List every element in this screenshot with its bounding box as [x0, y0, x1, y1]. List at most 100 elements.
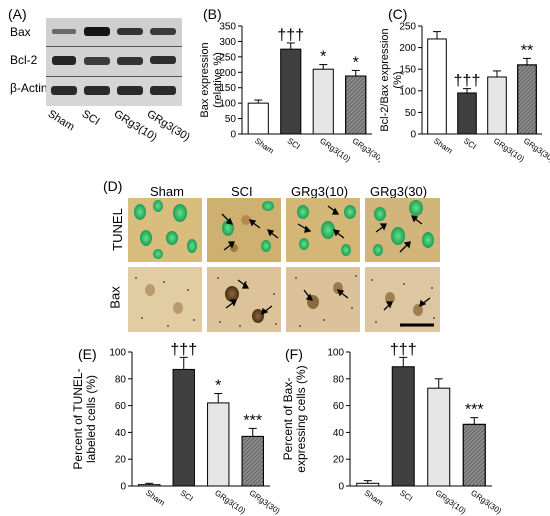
y-tick-label: 60 — [115, 401, 127, 412]
micro-row-label: Bax — [107, 286, 123, 309]
micro-col-label: GRg3(30) — [370, 184, 428, 199]
bar — [427, 387, 451, 487]
y-axis-label: expressing cells (%) — [294, 365, 308, 472]
panel-label-b: (B) — [203, 6, 222, 22]
y-tick-label: 300 — [219, 37, 236, 48]
chart-c: 0 50 100 150 200 250 Bcl-2/Bax expression (%) Sh… — [379, 22, 550, 164]
bax-image-sci — [207, 267, 281, 332]
green-neurons — [134, 200, 434, 259]
bar-hatch — [345, 75, 366, 134]
y-tick-label: 0 — [120, 482, 126, 493]
blot-band — [84, 27, 110, 36]
y-tick-label: 250 — [399, 22, 416, 33]
y-tick-label: 150 — [219, 83, 236, 94]
y-tick-label: 20 — [333, 455, 345, 466]
micro-col-label: SCI — [231, 184, 253, 199]
y-tick-label: 250 — [219, 52, 236, 63]
significance-mark: ††† — [170, 342, 197, 358]
blot-band — [117, 28, 143, 35]
category-label: Sham — [253, 136, 276, 156]
category-label: SCI — [179, 488, 195, 503]
bar-hatch — [242, 436, 264, 486]
y-tick-label: 80 — [115, 374, 127, 385]
bar — [172, 368, 195, 487]
y-tick-label: 350 — [219, 22, 236, 33]
y-tick-label: 0 — [338, 482, 344, 493]
y-tick-label: 20 — [115, 455, 127, 466]
blot-band — [51, 86, 77, 95]
chart-e: 0 20 40 60 80 100 Percent of TUNEL-labeled cel… — [71, 342, 280, 516]
blot-band — [52, 29, 76, 34]
significance-mark: ††† — [277, 27, 304, 44]
significance-mark: * — [320, 49, 326, 66]
bar — [312, 68, 334, 135]
micro-col-label: GRg3(10) — [291, 184, 349, 199]
y-tick-label: 80 — [333, 374, 345, 385]
bar — [247, 102, 269, 135]
bax-image-sham — [128, 267, 202, 332]
significance-mark: * — [215, 378, 221, 395]
arrow-markers — [221, 205, 431, 316]
blot-band — [52, 56, 76, 65]
blot-band — [117, 57, 143, 65]
category-label: SCI — [286, 136, 302, 151]
y-tick-label: 100 — [219, 99, 236, 110]
y-tick-label: 40 — [115, 428, 127, 439]
panel-label-d: (D) — [103, 178, 123, 194]
bar — [457, 92, 477, 135]
y-tick-label: 200 — [219, 68, 236, 79]
bar-hatch — [517, 64, 537, 135]
significance-mark: *** — [465, 402, 484, 419]
bax-neurons — [145, 282, 423, 323]
bar — [487, 76, 507, 135]
y-axis-label: Bcl-2/Bax expression — [379, 28, 391, 131]
bar — [356, 482, 380, 487]
category-label: Sham — [432, 136, 455, 156]
bar — [138, 484, 161, 487]
western-blot: Bax Bcl-2 β-Actin Sham SCI GRg3(10) GRg3… — [8, 18, 192, 144]
panel-label-c: (C) — [388, 6, 408, 22]
blot-band — [117, 86, 143, 95]
category-label: Sham — [363, 488, 386, 508]
category-label: GRg3(10) — [213, 488, 247, 516]
blot-lane-label: SCI — [79, 108, 102, 128]
blot-image — [46, 18, 182, 106]
panel-label-f: (F) — [285, 346, 303, 362]
category-label: GRg3(30) — [469, 488, 503, 516]
y-tick-label: 0 — [410, 130, 416, 141]
blot-lane-label: Sham — [45, 108, 77, 134]
chart-f: 0 20 40 60 80 100 Percent of Bax-expressing ce… — [281, 342, 503, 516]
panel-label-a: (A) — [8, 6, 27, 22]
blot-band — [84, 57, 110, 65]
bax-image-grg3-10 — [286, 267, 360, 332]
y-tick-label: 0 — [230, 130, 236, 141]
blot-band — [150, 28, 176, 35]
category-label: GRg3(10) — [492, 136, 526, 164]
micrograph-grid — [128, 198, 440, 332]
category-label: GRg3(30) — [248, 488, 280, 516]
significance-mark: ††† — [454, 73, 481, 90]
category-label: GRg3(10) — [318, 136, 352, 164]
y-axis-label: Percent of Bax- — [281, 378, 295, 461]
bar-hatch — [463, 424, 486, 486]
category-label: SCI — [398, 488, 414, 503]
y-tick-label: 100 — [327, 348, 344, 359]
micro-col-label: Sham — [150, 184, 184, 199]
blot-band — [150, 56, 176, 64]
bar — [280, 48, 302, 135]
y-tick-label: 100 — [109, 348, 126, 359]
blot-row-label: Bax — [10, 25, 31, 39]
category-label: Sham — [144, 488, 167, 508]
y-tick-label: 150 — [399, 65, 416, 76]
y-tick-label: 200 — [399, 43, 416, 54]
y-axis-label: (relative %) — [212, 52, 224, 108]
category-label: GRg3(10) — [434, 488, 468, 516]
significance-mark: *** — [243, 412, 262, 429]
y-tick-label: 100 — [399, 86, 416, 97]
significance-mark: * — [353, 54, 359, 71]
y-axis-label: Percent of TUNEL- — [71, 368, 85, 469]
y-tick-label: 60 — [333, 401, 345, 412]
blot-row-label: β-Actin — [10, 81, 48, 95]
y-axis-label: (%) — [392, 71, 404, 88]
y-tick-label: 50 — [405, 108, 417, 119]
